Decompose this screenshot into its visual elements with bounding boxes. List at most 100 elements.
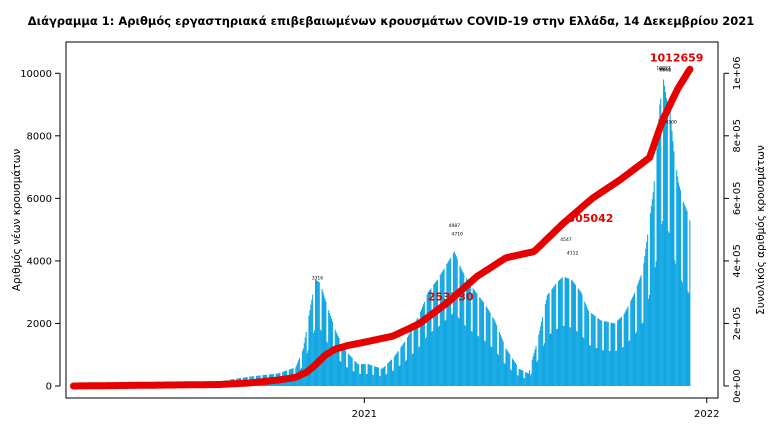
- daily-bar: [688, 293, 690, 386]
- daily-bar: [349, 355, 351, 386]
- daily-bar: [414, 323, 416, 386]
- daily-bar: [589, 345, 591, 386]
- daily-bar: [389, 361, 391, 386]
- daily-bar: [428, 290, 430, 386]
- daily-bar: [458, 318, 460, 386]
- daily-bar: [498, 332, 500, 386]
- daily-bar: [683, 203, 685, 386]
- daily-bar: [651, 199, 653, 386]
- daily-bar: [340, 361, 342, 386]
- daily-bar: [609, 351, 611, 386]
- daily-bar: [667, 231, 669, 386]
- daily-bar: [521, 370, 523, 386]
- daily-bar: [466, 278, 468, 386]
- daily-bar: [550, 333, 552, 386]
- daily-bar: [497, 355, 500, 386]
- daily-bar: [397, 351, 399, 386]
- daily-bar: [538, 334, 540, 386]
- daily-bar: [575, 330, 577, 386]
- daily-bar: [335, 331, 337, 386]
- daily-bar: [540, 325, 542, 386]
- daily-bar: [603, 350, 605, 386]
- daily-bar: [525, 372, 527, 386]
- daily-bar: [647, 234, 649, 386]
- y-axis-left-title: Αριθμός νέων κρουσμάτων: [11, 149, 23, 292]
- daily-bar: [477, 335, 479, 386]
- daily-bar: [639, 277, 641, 386]
- daily-bar: [616, 350, 618, 386]
- daily-bar: [625, 310, 627, 386]
- daily-bar: [501, 339, 503, 386]
- daily-bar: [347, 353, 349, 386]
- daily-bar: [648, 294, 651, 386]
- daily-bar: [600, 320, 602, 386]
- daily-bar: [510, 369, 512, 386]
- daily-bar: [650, 206, 652, 386]
- daily-bar: [527, 373, 530, 386]
- daily-bar: [377, 367, 379, 386]
- daily-bar: [660, 98, 662, 387]
- daily-bar: [568, 278, 570, 386]
- daily-bar: [597, 318, 599, 386]
- daily-bar: [416, 319, 418, 386]
- daily-bar: [420, 311, 422, 386]
- daily-bar: [407, 335, 409, 386]
- daily-bar: [590, 313, 592, 386]
- daily-bar: [602, 350, 604, 386]
- daily-bar: [439, 274, 441, 386]
- daily-bar: [379, 376, 381, 386]
- daily-bar: [482, 302, 485, 386]
- daily-bar: [646, 241, 648, 386]
- daily-bar: [675, 263, 677, 386]
- daily-bar: [333, 353, 335, 386]
- daily-bar: [644, 255, 646, 386]
- daily-bar: [585, 303, 587, 386]
- daily-bar: [610, 322, 612, 386]
- daily-bar: [401, 345, 403, 386]
- daily-bar: [576, 331, 578, 386]
- daily-bar: [619, 317, 621, 386]
- daily-bar: [341, 344, 343, 386]
- daily-bar: [680, 280, 682, 386]
- daily-bar: [305, 332, 307, 386]
- daily-bar: [314, 279, 317, 386]
- daily-bar: [390, 360, 392, 386]
- daily-bar: [605, 321, 607, 386]
- daily-bar: [543, 343, 545, 386]
- daily-bar: [327, 342, 329, 386]
- daily-bar: [504, 364, 506, 386]
- daily-bar: [663, 85, 666, 387]
- daily-bar: [606, 321, 608, 386]
- daily-bar: [415, 321, 417, 386]
- daily-bar: [674, 260, 676, 386]
- y-axis-right-title: Συνολικός αριθμός κρουσμάτων: [755, 145, 767, 315]
- daily-bar: [409, 331, 411, 386]
- x-axis: 2021 2022: [352, 398, 719, 420]
- daily-bar: [656, 148, 658, 386]
- x-tick-label: 2021: [352, 409, 377, 420]
- daily-bar: [572, 280, 574, 386]
- daily-bar: [485, 306, 487, 386]
- daily-bar: [410, 330, 412, 386]
- daily-bar: [567, 278, 569, 386]
- daily-bar: [471, 331, 473, 386]
- daily-bar: [481, 299, 483, 386]
- daily-bar: [659, 104, 661, 386]
- daily-bar: [665, 98, 667, 387]
- daily-bar: [556, 329, 558, 386]
- daily-bar: [583, 338, 585, 386]
- daily-bar: [542, 317, 544, 386]
- daily-bar: [461, 270, 463, 386]
- daily-bar: [626, 308, 628, 386]
- daily-bar: [519, 369, 521, 386]
- daily-bar: [467, 281, 470, 386]
- daily-bar: [424, 338, 426, 386]
- daily-bar: [569, 327, 571, 386]
- daily-bar: [655, 261, 657, 386]
- daily-bar: [689, 220, 691, 386]
- daily-bar: [676, 170, 678, 386]
- daily-bar: [511, 370, 513, 386]
- daily-bar: [405, 360, 407, 386]
- daily-bar: [406, 337, 409, 386]
- daily-bar: [549, 334, 551, 386]
